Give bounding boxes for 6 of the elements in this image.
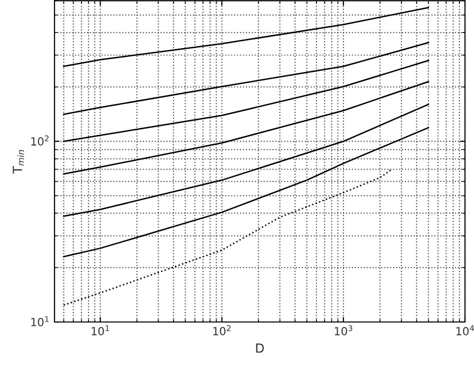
x-tick-label: 10$^{2}$ (213, 325, 231, 336)
y-axis-title: T$_{min}$ (12, 150, 24, 174)
x-axis-title: D (256, 344, 264, 353)
x-tick-label: 10$^{3}$ (334, 325, 352, 336)
x-tick-label: 10$^{4}$ (456, 325, 474, 336)
x-tick-label: 10$^{1}$ (92, 325, 110, 336)
